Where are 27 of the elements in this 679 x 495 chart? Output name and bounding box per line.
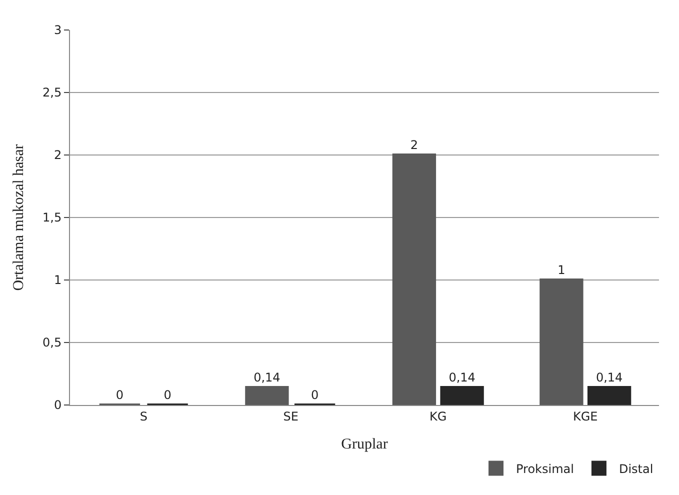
legend-label: Proksimal bbox=[516, 462, 574, 476]
y-tick-label: 2 bbox=[54, 148, 62, 162]
x-tick-label: KGE bbox=[573, 409, 598, 424]
y-tick-label: 2,5 bbox=[42, 86, 62, 100]
y-axis-title: Ortalama mukozal hasar bbox=[10, 144, 27, 291]
data-label: 0,14 bbox=[596, 370, 623, 384]
y-tick-label: 0,5 bbox=[42, 336, 62, 350]
y-tick-label: 3 bbox=[54, 23, 62, 38]
x-axis-title: Gruplar bbox=[341, 436, 388, 452]
x-tick-label: KG bbox=[430, 409, 447, 424]
bar bbox=[245, 386, 289, 405]
data-label: 2 bbox=[410, 138, 418, 152]
x-tick-label: SE bbox=[283, 409, 298, 424]
y-tick-label: 1,5 bbox=[42, 210, 62, 225]
data-label: 1 bbox=[558, 263, 566, 277]
bar bbox=[440, 386, 484, 405]
y-tick-label: 0 bbox=[54, 398, 62, 412]
bar bbox=[392, 154, 436, 405]
data-label: 0 bbox=[116, 388, 124, 402]
y-tick-label: 1 bbox=[54, 273, 62, 288]
data-label: 0,14 bbox=[448, 370, 476, 384]
data-label: 0,14 bbox=[254, 370, 280, 384]
bar bbox=[540, 278, 584, 405]
x-tick-label: S bbox=[140, 409, 148, 424]
legend-label: Distal bbox=[618, 462, 654, 476]
data-label: 0 bbox=[164, 388, 172, 402]
data-label: 0 bbox=[310, 388, 319, 402]
